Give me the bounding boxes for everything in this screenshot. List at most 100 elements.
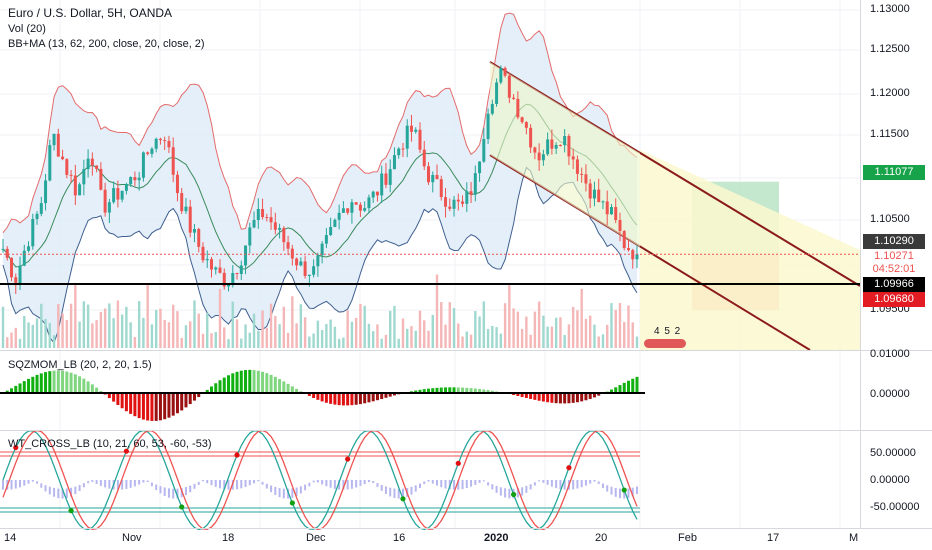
wt-diff-bar xyxy=(295,487,298,497)
volume-bar xyxy=(559,317,562,348)
candle-body xyxy=(469,191,473,195)
volume-bar xyxy=(57,304,60,348)
candle-body xyxy=(31,219,35,247)
wt-diff-bar xyxy=(576,480,579,489)
volume-bar xyxy=(137,301,141,348)
volume-bar xyxy=(52,335,56,348)
wt-diff-bar xyxy=(584,480,587,486)
candle-body xyxy=(278,227,282,230)
volume-bar xyxy=(65,320,69,348)
bb-ma-legend[interactable]: BB+MA (13, 62, 200, close, 20, close, 2) xyxy=(8,38,205,50)
momentum-bar xyxy=(427,388,431,393)
candle-body xyxy=(239,265,243,275)
volume-bar xyxy=(240,338,243,348)
channel-fill xyxy=(640,150,860,350)
channel-upper-line xyxy=(489,61,861,287)
wt-diff-bar xyxy=(636,486,638,494)
flag-icon xyxy=(644,339,686,348)
momentum-bar xyxy=(154,393,158,421)
volume-bar xyxy=(235,319,239,348)
wt-diff-bar xyxy=(444,480,447,489)
candle-body xyxy=(397,148,401,156)
candle-body xyxy=(592,189,596,199)
candle-body xyxy=(299,261,303,266)
candle-body xyxy=(622,231,626,249)
wt-diff-bar xyxy=(23,480,26,486)
symbol-title[interactable]: Euro / U.S. Dollar, 5H, OANDA xyxy=(8,6,173,20)
candle-body xyxy=(1,248,5,250)
volume-bar xyxy=(452,307,456,348)
wt-diff-bar xyxy=(210,480,213,486)
wt-diff-bar xyxy=(270,485,273,493)
volume-bar xyxy=(286,332,290,348)
momentum-bar xyxy=(337,393,341,406)
candle-body xyxy=(192,229,196,233)
wt-diff-bar xyxy=(78,485,81,492)
pane-divider-1[interactable] xyxy=(0,350,932,351)
pane-divider-2[interactable] xyxy=(0,430,932,431)
wt-line-1 xyxy=(2,429,638,531)
wt-diff-bar xyxy=(10,480,13,490)
wt-diff-bar xyxy=(146,480,149,483)
momentum-bar xyxy=(286,383,290,393)
momentum-bar xyxy=(486,390,490,393)
candle-body xyxy=(27,246,31,251)
volume-bar xyxy=(533,311,537,348)
candle-body xyxy=(39,203,43,214)
volume-bar xyxy=(435,274,439,348)
sqzmom-legend[interactable]: SQZMOM_LB (20, 2, 20, 1.5) xyxy=(8,359,152,371)
time-label: Dec xyxy=(306,532,326,544)
momentum-bar xyxy=(48,371,52,393)
candle-body xyxy=(346,208,350,213)
momentum-bar xyxy=(39,373,43,393)
candle-body xyxy=(524,122,528,128)
candle-body xyxy=(563,136,567,146)
wt-diff-bar xyxy=(257,480,260,482)
wt-diff-bar xyxy=(265,483,268,489)
wt-diff-bar xyxy=(172,488,175,499)
candle-body xyxy=(269,217,273,223)
wt-cross-legend[interactable]: WT_CROSS_LB (10, 21, 60, 53, -60, -53) xyxy=(8,438,212,450)
momentum-bar xyxy=(465,387,469,393)
momentum-bar xyxy=(209,386,213,393)
momentum-bar xyxy=(422,389,426,393)
wt-diff-bar xyxy=(155,484,158,491)
volume-bar xyxy=(614,309,617,348)
wt-diff-bar xyxy=(19,480,22,488)
momentum-bar xyxy=(614,387,618,393)
wt-diff-bar xyxy=(457,480,460,490)
volume-bar xyxy=(320,329,324,348)
wt-diff-bar xyxy=(116,480,119,490)
momentum-bar xyxy=(218,380,222,393)
momentum-bar xyxy=(384,393,388,398)
wt-diff-bar xyxy=(193,483,196,489)
wt-diff-bar xyxy=(610,486,613,495)
momentum-bar xyxy=(388,393,392,397)
momentum-bar xyxy=(516,393,520,396)
volume-bar xyxy=(380,338,383,348)
candle-body xyxy=(358,204,362,211)
candle-body xyxy=(286,242,290,249)
candle-body xyxy=(431,174,435,183)
momentum-bar xyxy=(273,376,277,393)
candle-body xyxy=(205,259,209,261)
volume-bar xyxy=(201,333,205,348)
momentum-bar xyxy=(205,389,209,393)
volume-bar xyxy=(308,336,311,348)
candle-body xyxy=(137,177,141,181)
squeeze-momentum-histogram xyxy=(0,369,645,421)
wt-diff-bar xyxy=(184,487,187,496)
momentum-bar xyxy=(171,393,175,416)
volume-legend[interactable]: Vol (20) xyxy=(8,23,46,35)
momentum-bar xyxy=(14,385,18,393)
candle-body xyxy=(541,154,545,161)
sqz-tick: 0.00000 xyxy=(870,388,910,400)
momentum-bar xyxy=(597,393,601,396)
volume-bar xyxy=(48,323,52,348)
price-tick: 1.12500 xyxy=(870,43,910,55)
candle-body xyxy=(375,191,379,196)
candle-body xyxy=(61,156,65,160)
candle-body xyxy=(597,189,601,203)
time-label: M xyxy=(849,532,859,544)
